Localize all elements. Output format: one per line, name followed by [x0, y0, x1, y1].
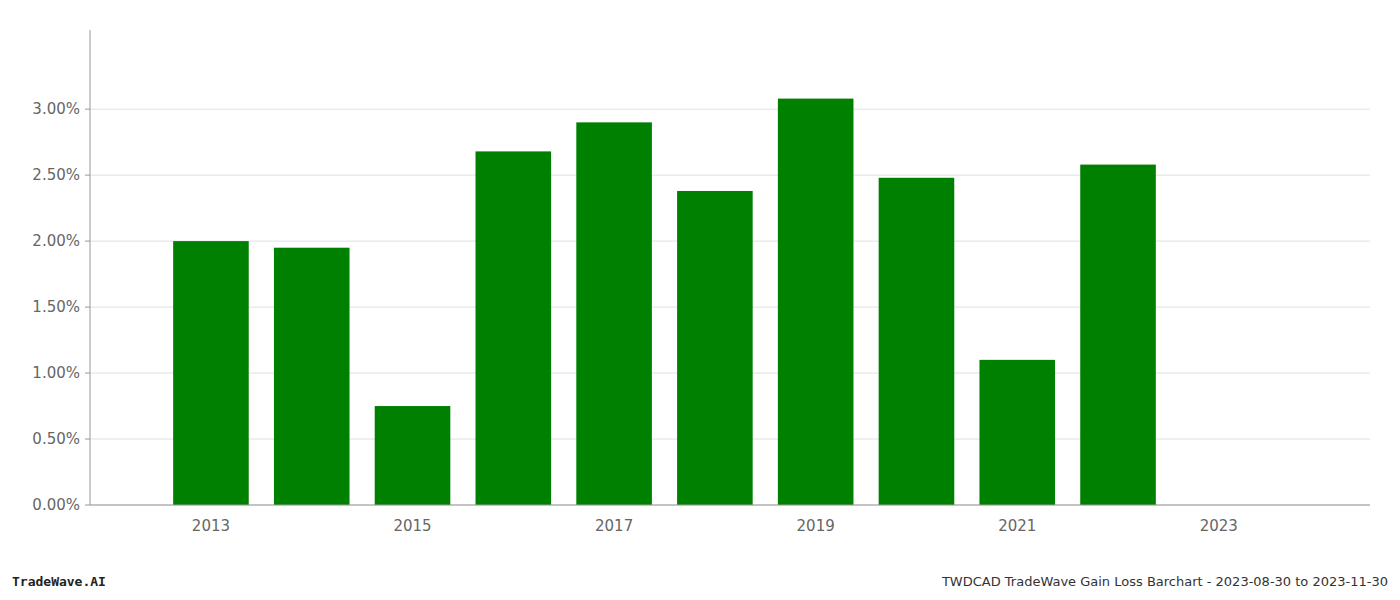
y-tick-label: 1.00%	[32, 364, 80, 382]
y-tick	[85, 505, 90, 506]
y-axis: 0.00% 0.50% 1.00% 1.50% 2.00% 2.50% 3.00%	[32, 30, 90, 514]
bar	[778, 99, 854, 505]
bar	[677, 191, 753, 505]
y-tick-label: 2.00%	[32, 232, 80, 250]
y-tick	[85, 373, 90, 374]
bar	[576, 122, 652, 505]
footer: TradeWave.AI TWDCAD TradeWave Gain Loss B…	[12, 574, 1388, 589]
x-axis-line	[90, 505, 1370, 506]
x-tick-label: 2021	[998, 517, 1036, 535]
x-axis: 2013 2015 2017 2019 2021 2023	[90, 505, 1370, 535]
y-tick	[85, 307, 90, 308]
bar	[1080, 165, 1156, 505]
footer-right: TWDCAD TradeWave Gain Loss Barchart - 20…	[941, 574, 1388, 589]
bars	[173, 99, 1156, 505]
x-tick-label: 2017	[595, 517, 633, 535]
x-tick-label: 2023	[1200, 517, 1238, 535]
y-tick-label: 0.00%	[32, 496, 80, 514]
bar	[476, 151, 552, 505]
y-tick	[85, 241, 90, 242]
y-tick	[85, 439, 90, 440]
chart-svg: 0.00%0.50%1.00%1.50%2.00%2.50%3.00%20132…	[0, 0, 1400, 600]
bar	[879, 178, 955, 505]
x-tick-label: 2013	[192, 517, 230, 535]
bar	[375, 406, 451, 505]
y-tick-label: 0.50%	[32, 430, 80, 448]
bar	[173, 241, 249, 505]
grid-line	[90, 505, 1370, 506]
y-axis-line	[90, 30, 91, 505]
bar	[979, 360, 1055, 505]
background	[0, 0, 1400, 600]
grid	[90, 109, 1370, 505]
grid-line	[90, 109, 1370, 110]
y-tick	[85, 175, 90, 176]
y-tick-label: 2.50%	[32, 166, 80, 184]
y-tick	[85, 109, 90, 110]
y-tick-label: 1.50%	[32, 298, 80, 316]
chart-container: 0.00%0.50%1.00%1.50%2.00%2.50%3.00%20132…	[0, 0, 1400, 600]
x-tick-label: 2015	[393, 517, 431, 535]
grid-line	[90, 175, 1370, 176]
footer-left: TradeWave.AI	[12, 574, 106, 589]
y-tick-label: 3.00%	[32, 100, 80, 118]
x-tick-label: 2019	[797, 517, 835, 535]
bar	[274, 248, 350, 505]
